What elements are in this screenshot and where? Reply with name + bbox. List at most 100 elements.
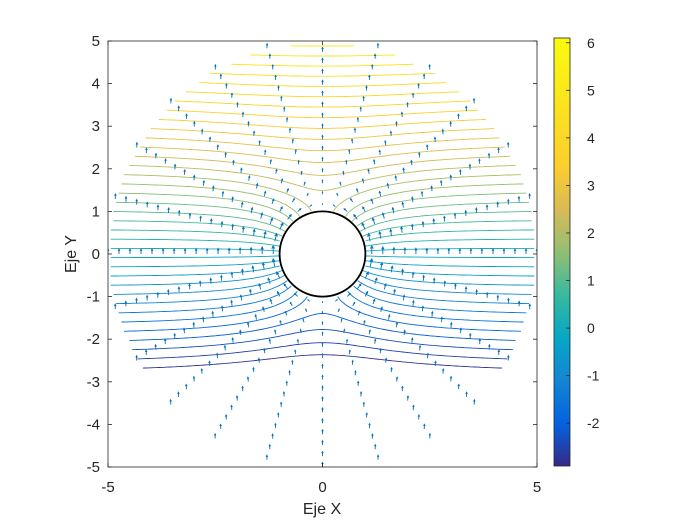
velocity-arrow	[286, 187, 289, 193]
velocity-arrow	[172, 247, 176, 254]
velocity-arrow	[391, 206, 395, 214]
contour-level	[110, 255, 535, 259]
velocity-arrow	[480, 247, 484, 254]
velocity-arrow	[321, 101, 324, 107]
velocity-arrow	[255, 182, 259, 189]
velocity-arrow	[402, 294, 406, 301]
velocity-arrow	[380, 261, 384, 270]
velocity-arrow	[279, 319, 282, 325]
velocity-arrow	[478, 338, 482, 345]
velocity-arrow	[271, 198, 275, 205]
velocity-vectors	[108, 42, 537, 467]
velocity-arrow	[507, 198, 510, 205]
velocity-arrow	[219, 73, 223, 80]
velocity-arrow	[183, 169, 186, 175]
velocity-arrow	[386, 182, 390, 189]
velocity-arrow	[357, 283, 362, 289]
velocity-arrow	[368, 329, 371, 335]
axis-ticks: -5 0 5 5 4 3 2 1 0 -1 -2 -3 -4 -5	[87, 33, 542, 496]
colorbar-tick-label: 6	[587, 35, 595, 51]
velocity-arrow	[280, 95, 283, 102]
velocity-arrow	[449, 120, 452, 127]
velocity-arrow	[361, 222, 366, 230]
velocity-arrow	[352, 301, 356, 307]
velocity-arrow	[506, 141, 510, 148]
velocity-arrow	[169, 398, 172, 405]
velocity-arrow	[238, 246, 242, 254]
velocity-arrow	[321, 123, 324, 129]
contour-level	[134, 155, 511, 176]
velocity-arrow	[274, 329, 277, 335]
velocity-arrow	[224, 414, 228, 420]
velocity-arrow	[425, 144, 429, 150]
velocity-arrow	[230, 92, 234, 98]
y-tick-label: 2	[92, 161, 100, 178]
y-tick-label: -2	[87, 331, 100, 348]
y-tick-label: 4	[92, 76, 100, 93]
velocity-arrow	[117, 248, 121, 254]
velocity-arrow	[296, 338, 300, 344]
velocity-arrow	[279, 401, 283, 407]
velocity-arrow	[271, 433, 274, 439]
velocity-arrow	[517, 300, 521, 307]
velocity-arrow	[361, 178, 365, 184]
velocity-arrow	[390, 366, 393, 373]
velocity-arrow	[247, 120, 250, 127]
velocity-arrow	[388, 313, 391, 320]
x-tick-label: -5	[101, 479, 114, 496]
velocity-arrow	[177, 105, 181, 112]
velocity-arrow	[269, 217, 274, 225]
velocity-arrow	[406, 394, 410, 401]
y-tick-label: -5	[87, 459, 100, 476]
velocity-arrow	[291, 359, 294, 365]
velocity-arrow	[487, 152, 491, 159]
velocity-arrow	[263, 190, 267, 197]
velocity-arrow	[528, 192, 531, 199]
velocity-arrow	[230, 299, 233, 306]
velocity-arrow	[113, 303, 117, 310]
velocity-arrow	[208, 360, 211, 367]
velocity-arrow	[192, 174, 196, 181]
velocity-arrow	[362, 95, 365, 102]
velocity-arrow	[274, 232, 278, 242]
velocity-arrow	[454, 283, 457, 290]
velocity-arrow	[248, 174, 251, 181]
velocity-arrow	[288, 127, 292, 133]
velocity-arrow	[447, 247, 451, 254]
colorbar-tick-label: 2	[587, 225, 595, 241]
velocity-arrow	[235, 394, 239, 401]
velocity-arrow	[346, 292, 352, 297]
velocity-arrow	[340, 318, 343, 323]
velocity-arrow	[294, 349, 297, 355]
velocity-arrow	[440, 316, 444, 323]
velocity-arrow	[230, 404, 233, 411]
y-tick-label: 0	[92, 246, 100, 263]
velocity-arrow	[384, 139, 387, 146]
colorbar-tick-label: -2	[587, 415, 600, 431]
velocity-arrow	[173, 163, 177, 170]
velocity-arrow	[464, 105, 468, 112]
velocity-arrow	[488, 343, 491, 350]
velocity-arrow	[254, 313, 257, 320]
velocity-arrow	[507, 354, 510, 361]
velocity-arrow	[359, 390, 363, 397]
velocity-arrow	[154, 343, 157, 350]
velocity-arrow	[450, 321, 453, 328]
velocity-arrow	[321, 439, 324, 446]
velocity-arrow	[432, 218, 436, 225]
velocity-arrow	[321, 396, 324, 402]
velocity-arrow	[260, 245, 264, 254]
velocity-arrow	[390, 265, 394, 273]
velocity-arrow	[374, 277, 378, 285]
velocity-arrow	[198, 280, 202, 287]
velocity-arrow	[441, 128, 445, 135]
x-tick-label: 0	[318, 479, 326, 496]
velocity-arrow	[321, 450, 324, 457]
velocity-arrow	[359, 106, 362, 112]
velocity-arrow	[432, 277, 436, 284]
velocity-arrow	[269, 298, 273, 305]
velocity-arrow	[184, 383, 188, 390]
y-tick-label: -1	[87, 289, 100, 306]
y-tick-label: 5	[92, 33, 100, 50]
contour-level	[113, 211, 532, 232]
